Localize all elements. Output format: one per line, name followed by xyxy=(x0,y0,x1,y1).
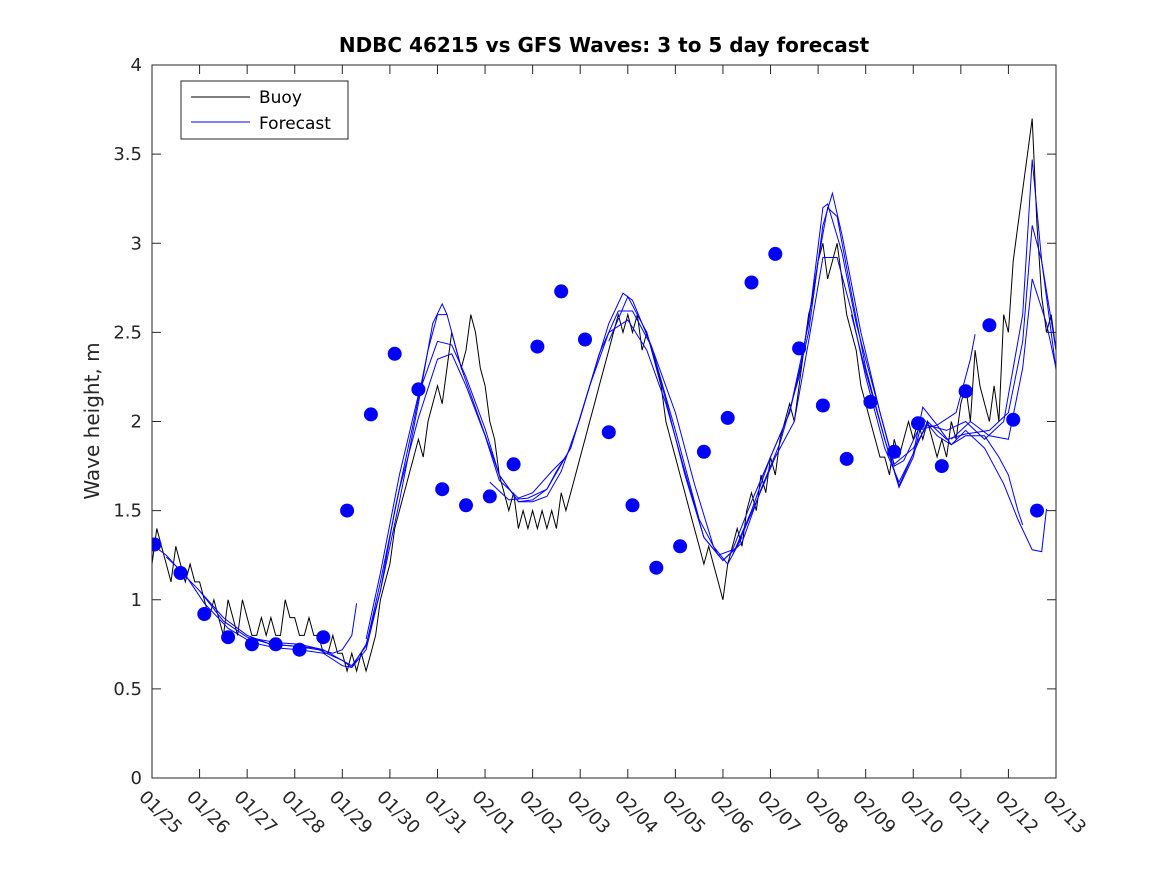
y-tick-label: 0.5 xyxy=(113,679,142,700)
forecast-marker xyxy=(958,384,973,399)
forecast-marker xyxy=(887,444,902,459)
forecast-marker xyxy=(173,566,188,580)
forecast-marker xyxy=(363,407,378,422)
forecast-marker xyxy=(982,318,997,333)
forecast-marker xyxy=(152,537,162,552)
forecast-markers xyxy=(152,246,1044,657)
forecast-marker xyxy=(815,398,830,413)
y-tick-label: 0 xyxy=(131,768,142,789)
chart-title: NDBC 46215 vs GFS Waves: 3 to 5 day fore… xyxy=(339,33,870,57)
forecast-marker xyxy=(839,451,854,466)
forecast-marker xyxy=(197,607,212,621)
forecast-marker xyxy=(411,382,426,397)
forecast-marker xyxy=(482,489,497,504)
forecast-marker xyxy=(292,642,307,657)
forecast-line xyxy=(489,257,1047,562)
forecast-marker xyxy=(387,346,402,361)
y-tick-label: 1.5 xyxy=(113,501,142,522)
forecast-marker xyxy=(340,503,355,518)
forecast-marker xyxy=(673,539,688,554)
forecast-marker xyxy=(506,457,521,472)
forecast-marker xyxy=(720,410,735,425)
forecast-marker xyxy=(530,339,545,354)
forecast-marker xyxy=(601,425,616,440)
forecast-line xyxy=(165,314,447,669)
forecast-marker xyxy=(554,284,569,299)
forecast-line xyxy=(732,159,1056,556)
legend-label-buoy: Buoy xyxy=(259,88,302,108)
forecast-line xyxy=(950,278,1056,440)
forecast-marker xyxy=(911,416,925,431)
y-axis-ticks: 0 0.5 1 1.5 2 2.5 3 3.5 4 xyxy=(113,55,1056,789)
series-line-buoy xyxy=(152,118,1056,673)
forecast-line xyxy=(365,310,743,640)
forecast-marker xyxy=(863,394,878,409)
forecast-marker xyxy=(316,630,331,645)
forecast-marker xyxy=(1030,503,1044,518)
y-tick-label: 1 xyxy=(131,590,142,611)
forecast-marker xyxy=(934,459,949,474)
forecast-marker xyxy=(792,341,807,356)
forecast-marker xyxy=(435,482,450,497)
data-layer xyxy=(152,118,1056,673)
forecast-marker xyxy=(649,560,664,575)
forecast-marker xyxy=(768,246,783,261)
forecast-line xyxy=(608,206,1024,562)
forecast-marker xyxy=(625,498,640,513)
forecast-marker xyxy=(578,332,592,347)
forecast-marker xyxy=(268,637,283,652)
y-tick-label: 4 xyxy=(131,55,142,76)
y-tick-label: 3.5 xyxy=(113,144,142,165)
forecast-line xyxy=(850,225,1056,488)
forecast-marker xyxy=(459,498,473,513)
y-axis-label: Wave height, m xyxy=(80,342,104,499)
y-tick-label: 2 xyxy=(131,412,142,433)
forecast-marker xyxy=(696,444,711,459)
forecast-marker xyxy=(744,275,759,290)
legend: Buoy Forecast xyxy=(180,80,349,140)
forecast-marker xyxy=(1006,412,1021,427)
plot-area xyxy=(152,65,1056,778)
plot-frame xyxy=(151,64,1057,779)
legend-box xyxy=(180,80,349,140)
forecast-line xyxy=(256,353,567,667)
y-tick-label: 3 xyxy=(131,233,142,254)
forecast-marker xyxy=(221,630,236,645)
forecast-marker xyxy=(244,637,259,652)
y-tick-label: 2.5 xyxy=(113,322,142,343)
legend-label-forecast: Forecast xyxy=(259,114,331,134)
